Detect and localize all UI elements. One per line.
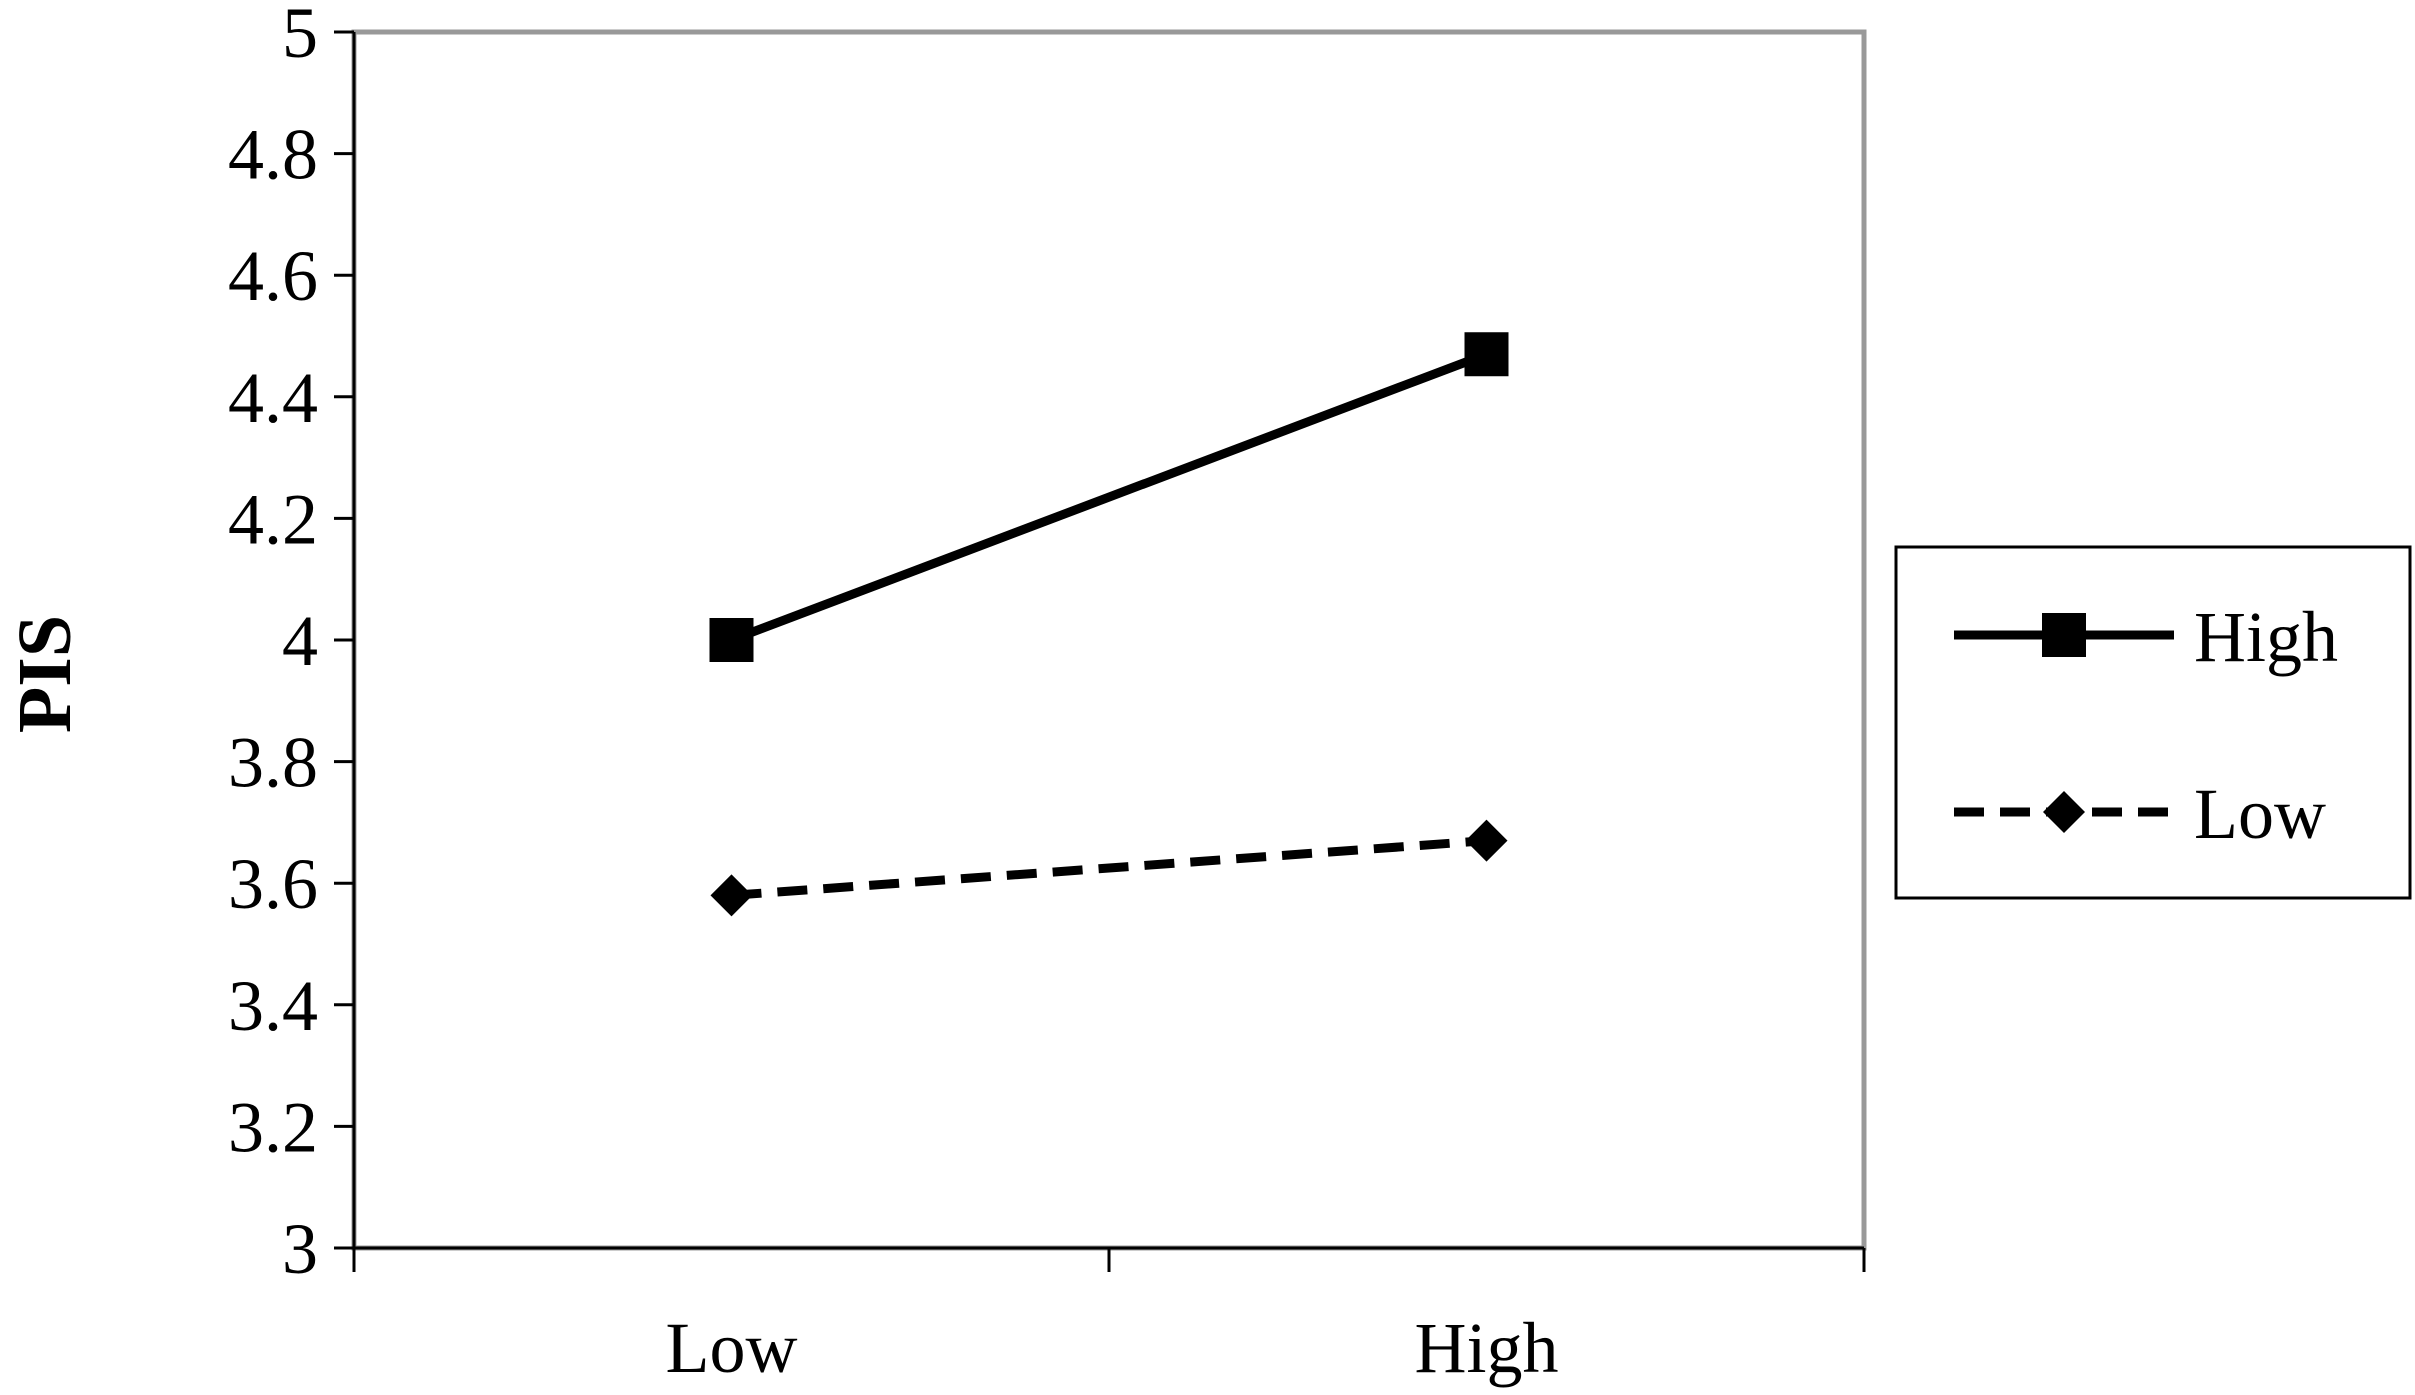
plot-area	[351, 29, 1867, 1251]
x-tick-label: Low	[666, 1308, 798, 1388]
data-point-marker	[709, 618, 754, 662]
y-tick-label: 3.2	[228, 1087, 318, 1167]
series-layer	[709, 332, 1509, 917]
y-tick-label: 4.6	[228, 236, 318, 316]
legend-marker	[2043, 791, 2085, 833]
data-point-marker	[710, 874, 753, 917]
series-low	[710, 819, 1508, 917]
legend-box	[1894, 545, 2412, 900]
y-tick-label: 4.8	[228, 115, 318, 195]
legend-entry-high: High	[1954, 597, 2338, 677]
legend-label: Low	[2194, 774, 2326, 854]
y-tick-label: 4.4	[228, 358, 318, 438]
plot-border	[351, 29, 1867, 1251]
legend: High Low	[1894, 545, 2412, 900]
legend-marker	[2042, 613, 2086, 657]
y-axis-title: PIS	[3, 615, 87, 733]
series-line	[731, 836, 1487, 900]
y-tick-label: 3	[282, 1209, 318, 1289]
legend-label: High	[2194, 597, 2338, 677]
x-axis: Low High	[352, 1246, 1866, 1388]
y-tick-label: 3.4	[228, 966, 318, 1046]
x-tick-label: High	[1415, 1308, 1559, 1388]
y-tick-label: 4.2	[228, 479, 318, 559]
y-axis: 3 3.2 3.4 3.6 3.8 4 4.2 4.4 4.6 4.8 5	[228, 0, 356, 1289]
data-point-marker	[1464, 332, 1509, 377]
y-tick-label: 3.8	[228, 723, 318, 803]
y-tick-label: 5	[282, 0, 318, 73]
y-tick-label: 4	[282, 601, 318, 681]
series-high	[709, 332, 1509, 662]
series-line	[729, 350, 1489, 645]
y-tick-label: 3.6	[228, 844, 318, 924]
legend-entry-low: Low	[1954, 774, 2326, 854]
data-point-marker	[1465, 819, 1508, 862]
